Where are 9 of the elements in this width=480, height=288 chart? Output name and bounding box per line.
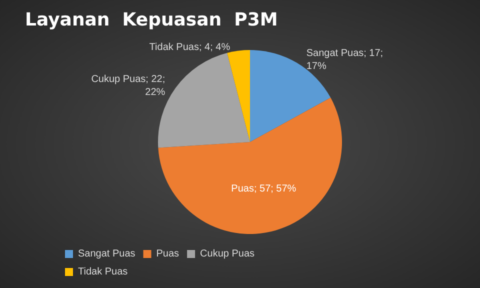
legend-label: Sangat Puas <box>78 248 136 260</box>
legend-label: Tidak Puas <box>78 266 128 278</box>
data-label: Tidak Puas; 4; 4% <box>149 42 230 54</box>
legend-label: Cukup Puas <box>200 248 255 260</box>
legend-label: Puas <box>156 248 180 260</box>
data-label: Sangat Puas; 17; 17% <box>306 48 384 72</box>
data-label: Cukup Puas; 22; 22% <box>91 74 166 98</box>
data-label: Puas; 57; 57% <box>231 184 296 195</box>
chart-title: Layanan Kepuasan P3M <box>25 10 278 30</box>
